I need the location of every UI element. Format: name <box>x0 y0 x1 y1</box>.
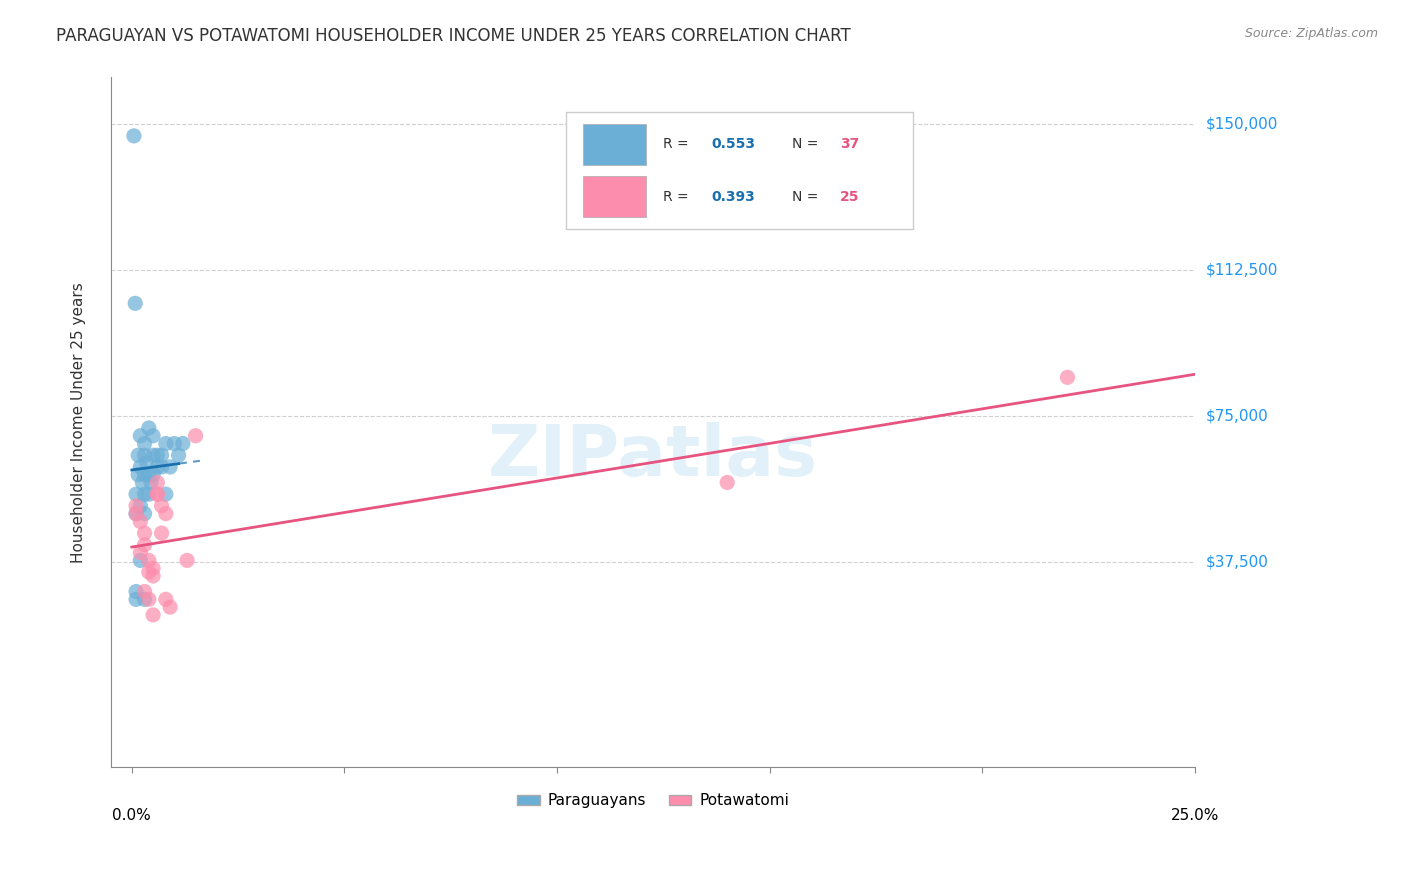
Text: 25.0%: 25.0% <box>1171 808 1219 823</box>
Potawatomi <box>129 515 152 529</box>
Paraguayans <box>155 487 177 501</box>
Paraguayans <box>122 128 145 143</box>
Paraguayans <box>129 429 152 443</box>
Paraguayans <box>125 507 148 521</box>
Potawatomi <box>150 499 173 513</box>
Paraguayans <box>135 456 157 470</box>
Potawatomi <box>146 487 169 501</box>
Paraguayans <box>139 475 162 490</box>
Paraguayans <box>167 448 190 462</box>
Paraguayans <box>146 459 169 474</box>
Paraguayans <box>134 507 156 521</box>
Paraguayans <box>163 436 186 450</box>
Text: $150,000: $150,000 <box>1206 117 1278 132</box>
Potawatomi <box>142 569 165 583</box>
Paraguayans <box>159 459 181 474</box>
Paraguayans <box>142 429 165 443</box>
Potawatomi <box>125 499 148 513</box>
Paraguayans <box>134 436 156 450</box>
Potawatomi <box>142 607 165 622</box>
Potawatomi <box>134 526 156 541</box>
Paraguayans <box>124 296 146 310</box>
Paraguayans <box>134 448 156 462</box>
Legend: Paraguayans, Potawatomi: Paraguayans, Potawatomi <box>510 787 796 814</box>
Text: $37,500: $37,500 <box>1206 555 1270 570</box>
Potawatomi <box>146 487 169 501</box>
Paraguayans <box>172 436 194 450</box>
Paraguayans <box>127 467 149 482</box>
Potawatomi <box>184 429 207 443</box>
Potawatomi <box>125 507 148 521</box>
Paraguayans <box>125 592 148 607</box>
Paraguayans <box>131 475 153 490</box>
Text: PARAGUAYAN VS POTAWATOMI HOUSEHOLDER INCOME UNDER 25 YEARS CORRELATION CHART: PARAGUAYAN VS POTAWATOMI HOUSEHOLDER INC… <box>56 27 851 45</box>
Potawatomi <box>138 565 160 579</box>
Paraguayans <box>138 487 160 501</box>
Potawatomi <box>150 526 173 541</box>
Paraguayans <box>150 459 173 474</box>
Potawatomi <box>159 600 181 615</box>
Paraguayans <box>134 487 156 501</box>
Paraguayans <box>129 459 152 474</box>
Text: 0.0%: 0.0% <box>112 808 152 823</box>
Potawatomi <box>142 561 165 575</box>
Potawatomi <box>138 553 160 567</box>
Potawatomi <box>129 546 152 560</box>
Y-axis label: Householder Income Under 25 years: Householder Income Under 25 years <box>72 282 86 563</box>
Text: ZIPatlas: ZIPatlas <box>488 422 818 491</box>
Text: $75,000: $75,000 <box>1206 409 1268 424</box>
Text: $112,500: $112,500 <box>1206 263 1278 277</box>
Paraguayans <box>138 421 160 435</box>
Paraguayans <box>138 467 160 482</box>
Potawatomi <box>134 584 156 599</box>
Paraguayans <box>150 448 173 462</box>
Paraguayans <box>142 448 165 462</box>
Potawatomi <box>176 553 198 567</box>
Potawatomi <box>1056 370 1078 384</box>
Paraguayans <box>127 448 149 462</box>
Paraguayans <box>134 592 156 607</box>
Paraguayans <box>134 467 156 482</box>
Potawatomi <box>146 475 169 490</box>
Potawatomi <box>716 475 738 490</box>
Potawatomi <box>138 592 160 607</box>
Potawatomi <box>155 592 177 607</box>
Paraguayans <box>146 448 169 462</box>
Potawatomi <box>134 538 156 552</box>
Potawatomi <box>155 507 177 521</box>
Paraguayans <box>155 436 177 450</box>
Paraguayans <box>125 584 148 599</box>
Paraguayans <box>142 467 165 482</box>
Paraguayans <box>129 499 152 513</box>
Paraguayans <box>125 487 148 501</box>
Text: Source: ZipAtlas.com: Source: ZipAtlas.com <box>1244 27 1378 40</box>
Paraguayans <box>129 553 152 567</box>
